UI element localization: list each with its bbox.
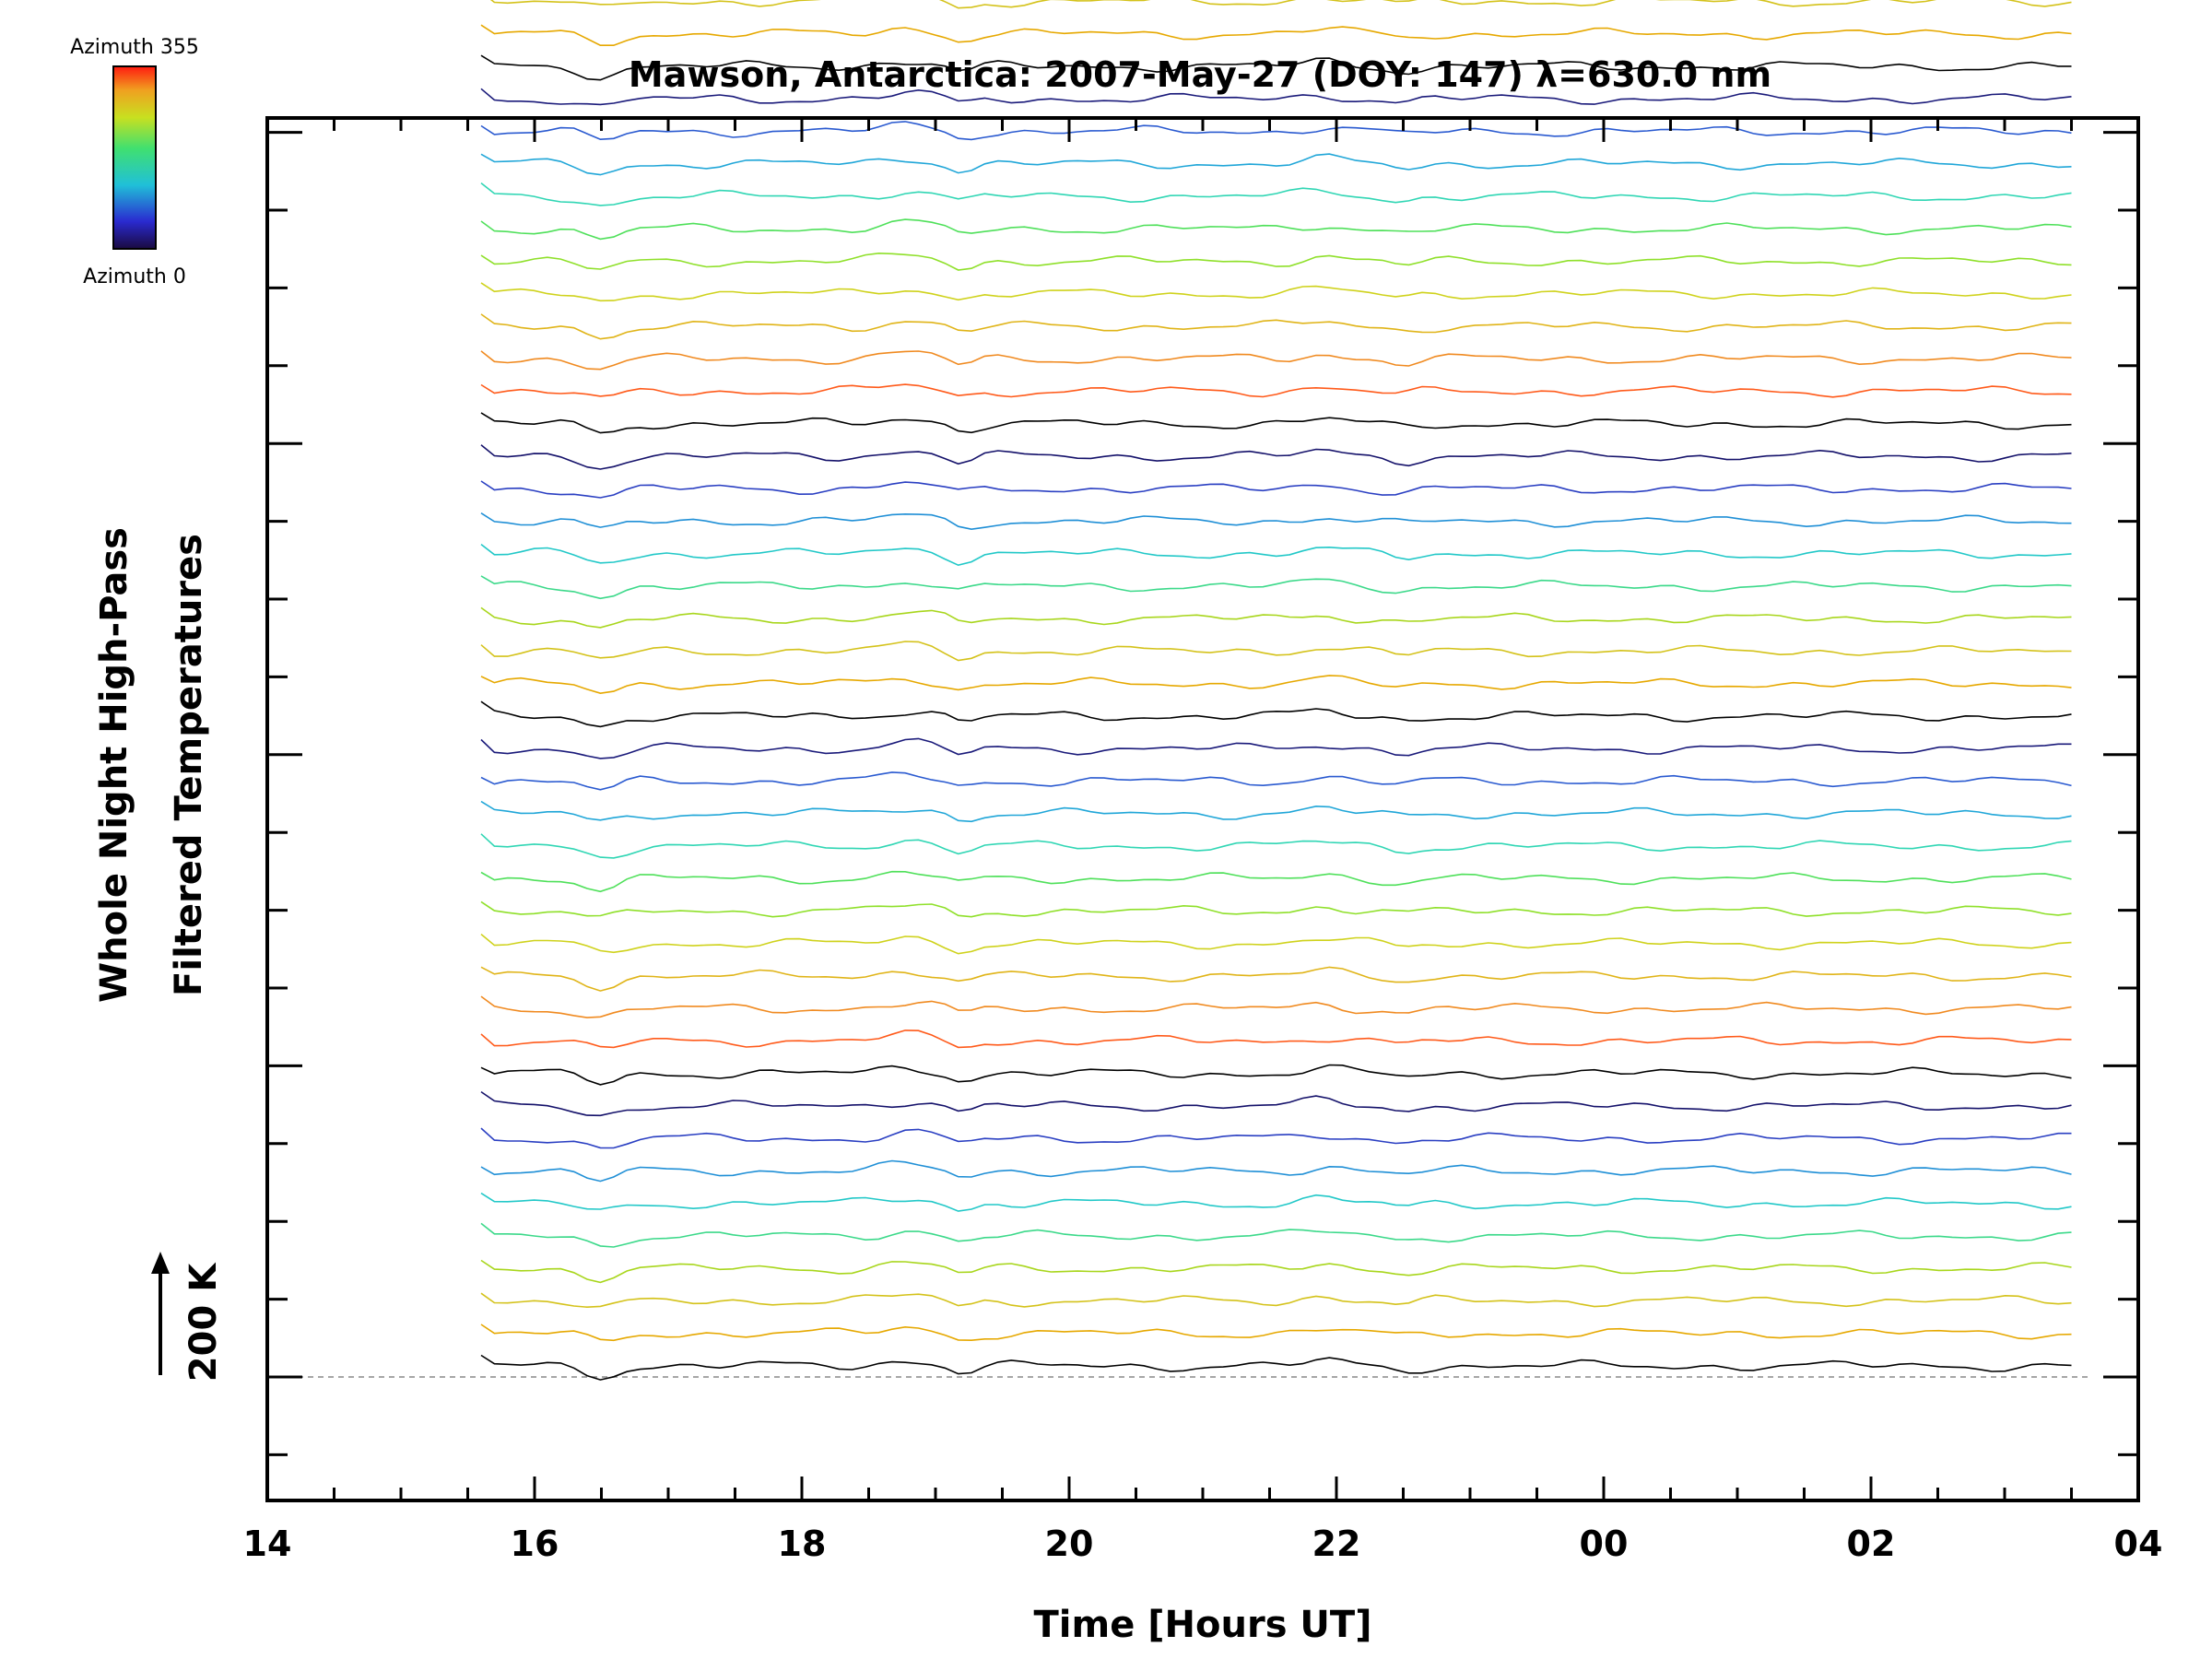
series-line (480, 444, 2072, 470)
series-line (480, 800, 2072, 823)
series-line (480, 1192, 2072, 1212)
series-line (480, 1159, 2072, 1182)
series-line (480, 182, 2072, 206)
series-line (480, 700, 2072, 728)
colorbar (112, 65, 157, 250)
chart-title: Mawson, Antarctica: 2007-May-27 (DOY: 14… (629, 54, 1771, 95)
x-tick-label: 18 (778, 1524, 827, 1564)
plot-frame (265, 116, 2140, 1502)
series-line (480, 933, 2072, 955)
series-line (480, 88, 2072, 106)
series-line (480, 900, 2072, 918)
series-line (480, 1292, 2072, 1309)
series-line (480, 641, 2072, 662)
series-line (480, 24, 2072, 46)
series-line (480, 1324, 2072, 1342)
series-line (480, 1259, 2072, 1284)
series-line (480, 606, 2072, 629)
x-tick-label: 02 (1847, 1524, 1896, 1564)
series-line (480, 313, 2072, 340)
series-line (489, 0, 2072, 9)
y-axis-label-line1: Whole Night High-Pass (93, 527, 135, 1003)
series-line (480, 833, 2072, 859)
colorbar-top-label: Azimuth 355 (70, 36, 199, 59)
scale-arrow (151, 1252, 170, 1375)
series-line (480, 121, 2072, 141)
series-line (480, 966, 2072, 992)
series-line (480, 512, 2072, 531)
x-tick-label: 00 (1580, 1524, 1629, 1564)
series-line (480, 543, 2072, 567)
series-line (480, 575, 2072, 600)
x-tick-label: 14 (243, 1524, 292, 1564)
x-axis-label: Time [Hours UT] (1034, 1604, 1372, 1646)
series-line (480, 54, 2072, 81)
series-line (480, 870, 2072, 893)
series-line (480, 218, 2072, 241)
x-tick-label: 20 (1045, 1524, 1094, 1564)
x-tick-label: 04 (2114, 1524, 2163, 1564)
series-line (480, 412, 2072, 434)
series-line (480, 1030, 2072, 1049)
series-line (480, 282, 2072, 302)
series-line (480, 1064, 2072, 1086)
series-traces (480, 0, 2072, 1381)
series-line (480, 480, 2072, 499)
y-axis-label-line2: Filtered Temperatures (168, 534, 210, 996)
x-tick-label: 16 (511, 1524, 559, 1564)
series-line (480, 350, 2072, 371)
series-line (480, 737, 2072, 759)
series-line (480, 153, 2072, 176)
series-line (480, 383, 2072, 398)
axis-ticks (265, 118, 2140, 1500)
series-line (480, 995, 2072, 1018)
series-line (480, 252, 2072, 271)
series-line (480, 1127, 2072, 1149)
colorbar-bottom-label: Azimuth 0 (83, 265, 186, 288)
series-line (480, 1354, 2072, 1381)
series-line (480, 771, 2072, 791)
series-line (480, 1090, 2072, 1117)
x-tick-labels: 14 16 18 20 22 00 02 04 (243, 1524, 2163, 1564)
scale-label: 200 K (182, 1262, 225, 1382)
series-line (480, 675, 2072, 695)
series-line (480, 1222, 2072, 1248)
x-tick-label: 22 (1312, 1524, 1361, 1564)
